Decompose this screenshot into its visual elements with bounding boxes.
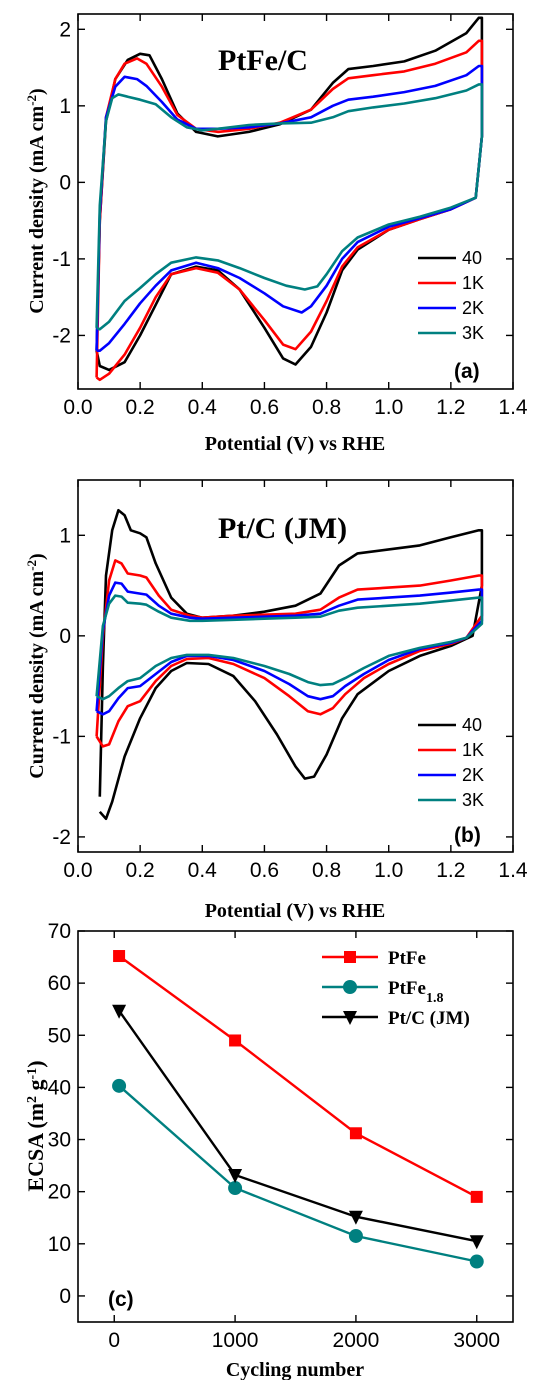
y-tick-label: 2 bbox=[59, 18, 71, 41]
x-axis-title-a: Potential (V) vs RHE bbox=[205, 433, 386, 455]
data-point-circle bbox=[343, 980, 357, 994]
x-tick-label: 1.0 bbox=[374, 396, 403, 419]
axis-ticks-c: 0 1000 2000 3000 0 10 20 30 40 50 60 70 bbox=[48, 920, 513, 1352]
axis-ticks-a: 0.0 0.2 0.4 0.6 0.8 1.0 1.2 1.4 -2 -1 0 1 2 bbox=[52, 14, 528, 419]
panel-title-b: Pt/C (JM) bbox=[218, 512, 347, 545]
x-tick-label: 0.6 bbox=[250, 396, 279, 419]
panel-c-ecsa: 0 1000 2000 3000 0 10 20 30 40 50 60 70 Cycling num… bbox=[23, 920, 514, 1380]
series-line-3k bbox=[95, 83, 484, 331]
y-axis-title-b: Current density (mA cm-2) bbox=[24, 553, 49, 778]
x-axis-title-b: Potential (V) vs RHE bbox=[205, 900, 386, 922]
data-point-circle bbox=[348, 1228, 363, 1243]
y-tick-label: 20 bbox=[48, 1181, 71, 1204]
data-point-triangle bbox=[112, 1004, 127, 1019]
data-point-triangle bbox=[469, 1235, 484, 1250]
x-tick-label: 1.4 bbox=[498, 859, 528, 882]
plot-frame-b bbox=[77, 479, 514, 853]
legend-label: 1K bbox=[462, 740, 484, 760]
y-tick-label: 50 bbox=[48, 1024, 71, 1047]
y-tick-label: -1 bbox=[52, 248, 71, 271]
legend-label: 40 bbox=[462, 715, 482, 735]
data-point-triangle bbox=[228, 1168, 243, 1183]
x-tick-label: 0.0 bbox=[63, 396, 92, 419]
data-point-square bbox=[349, 1127, 362, 1140]
x-tick-label: 2000 bbox=[333, 1329, 380, 1352]
x-tick-label: 1.2 bbox=[436, 859, 465, 882]
legend-label: PtFe1.8 bbox=[388, 978, 443, 1006]
data-point-triangle bbox=[343, 1011, 357, 1025]
x-axis-title-c: Cycling number bbox=[226, 1359, 364, 1380]
legend-label: PtFe bbox=[388, 948, 426, 969]
y-tick-label: 70 bbox=[48, 920, 71, 943]
panel-label-c: (c) bbox=[108, 1288, 134, 1311]
y-axis-title-a: Current density (mA cm-2) bbox=[24, 88, 49, 313]
legend-label-subscript: 1.8 bbox=[426, 991, 444, 1006]
data-point-square bbox=[229, 1034, 242, 1047]
y-tick-label: 1 bbox=[59, 95, 71, 118]
series-group-c bbox=[112, 950, 484, 1269]
y-tick-label: -1 bbox=[52, 725, 71, 748]
x-tick-label: 0.0 bbox=[63, 859, 92, 882]
legend-label: Pt/C (JM) bbox=[388, 1008, 470, 1029]
x-tick-label: 0.4 bbox=[188, 859, 218, 882]
legend-label: 2K bbox=[462, 765, 484, 785]
series-line-40 bbox=[98, 508, 484, 821]
panel-label-a: (a) bbox=[454, 360, 480, 383]
series-line-3k bbox=[95, 594, 484, 701]
panel-title-a: PtFe/C bbox=[218, 44, 308, 77]
y-tick-label: 10 bbox=[48, 1233, 71, 1256]
x-tick-label: 0 bbox=[108, 1329, 120, 1352]
legend-label: 3K bbox=[462, 323, 484, 343]
y-tick-label: 1 bbox=[59, 524, 71, 547]
legend-label: 2K bbox=[462, 298, 484, 318]
data-point-circle bbox=[228, 1181, 243, 1196]
x-tick-label: 0.8 bbox=[312, 859, 341, 882]
x-tick-label: 0.8 bbox=[312, 396, 341, 419]
y-tick-label: 40 bbox=[48, 1076, 71, 1099]
plot-frame-a bbox=[77, 13, 514, 390]
panel-b-cv-ptc: 0.0 0.2 0.4 0.6 0.8 1.0 1.2 1.4 -2 -1 0 1 Pt/C (JM)… bbox=[24, 479, 528, 922]
data-point-circle bbox=[112, 1078, 127, 1093]
panel-label-b: (b) bbox=[454, 824, 481, 847]
data-point-square bbox=[470, 1190, 483, 1203]
y-tick-label: -2 bbox=[52, 324, 71, 347]
y-tick-label: -2 bbox=[52, 826, 71, 849]
x-tick-label: 1.4 bbox=[498, 396, 528, 419]
data-point-circle bbox=[469, 1254, 484, 1269]
panel-a-cv-ptfe: 0.0 0.2 0.4 0.6 0.8 1.0 1.2 1.4 -2 -1 0 1 2 PtFe/C P… bbox=[24, 13, 528, 455]
x-tick-label: 0.2 bbox=[126, 396, 155, 419]
x-tick-label: 0.4 bbox=[188, 396, 218, 419]
x-tick-label: 1.0 bbox=[374, 859, 403, 882]
series-group-b bbox=[95, 508, 484, 821]
plot-frame-c bbox=[77, 930, 514, 1323]
series-group-a bbox=[95, 16, 484, 382]
y-axis-title-c: ECSA (m2 g-1) bbox=[23, 1060, 48, 1191]
axis-ticks-b: 0.0 0.2 0.4 0.6 0.8 1.0 1.2 1.4 -2 -1 0 1 bbox=[52, 480, 528, 882]
y-tick-label: 0 bbox=[59, 625, 71, 648]
x-tick-label: 3000 bbox=[453, 1329, 500, 1352]
data-point-square bbox=[113, 950, 126, 963]
legend-label: 1K bbox=[462, 273, 484, 293]
x-tick-label: 0.2 bbox=[126, 859, 155, 882]
legend-c: PtFe PtFe1.8Pt/C (JM) bbox=[322, 948, 470, 1029]
legend-label: 3K bbox=[462, 790, 484, 810]
y-tick-label: 60 bbox=[48, 972, 71, 995]
y-tick-label: 0 bbox=[59, 171, 71, 194]
series-line bbox=[118, 955, 478, 1198]
y-tick-label: 0 bbox=[59, 1285, 71, 1308]
data-point-triangle bbox=[348, 1210, 363, 1225]
legend-a: 40 1K 2K 3K bbox=[418, 248, 484, 343]
y-tick-label: 30 bbox=[48, 1129, 71, 1152]
series-line bbox=[118, 1084, 478, 1263]
series-line bbox=[118, 1010, 478, 1243]
data-point-square bbox=[344, 951, 356, 963]
x-tick-label: 1.2 bbox=[436, 396, 465, 419]
x-tick-label: 1000 bbox=[212, 1329, 259, 1352]
x-tick-label: 0.6 bbox=[250, 859, 279, 882]
series-line-1k bbox=[95, 39, 484, 382]
legend-b: 40 1K 2K 3K bbox=[418, 715, 484, 810]
legend-label: 40 bbox=[462, 248, 482, 268]
